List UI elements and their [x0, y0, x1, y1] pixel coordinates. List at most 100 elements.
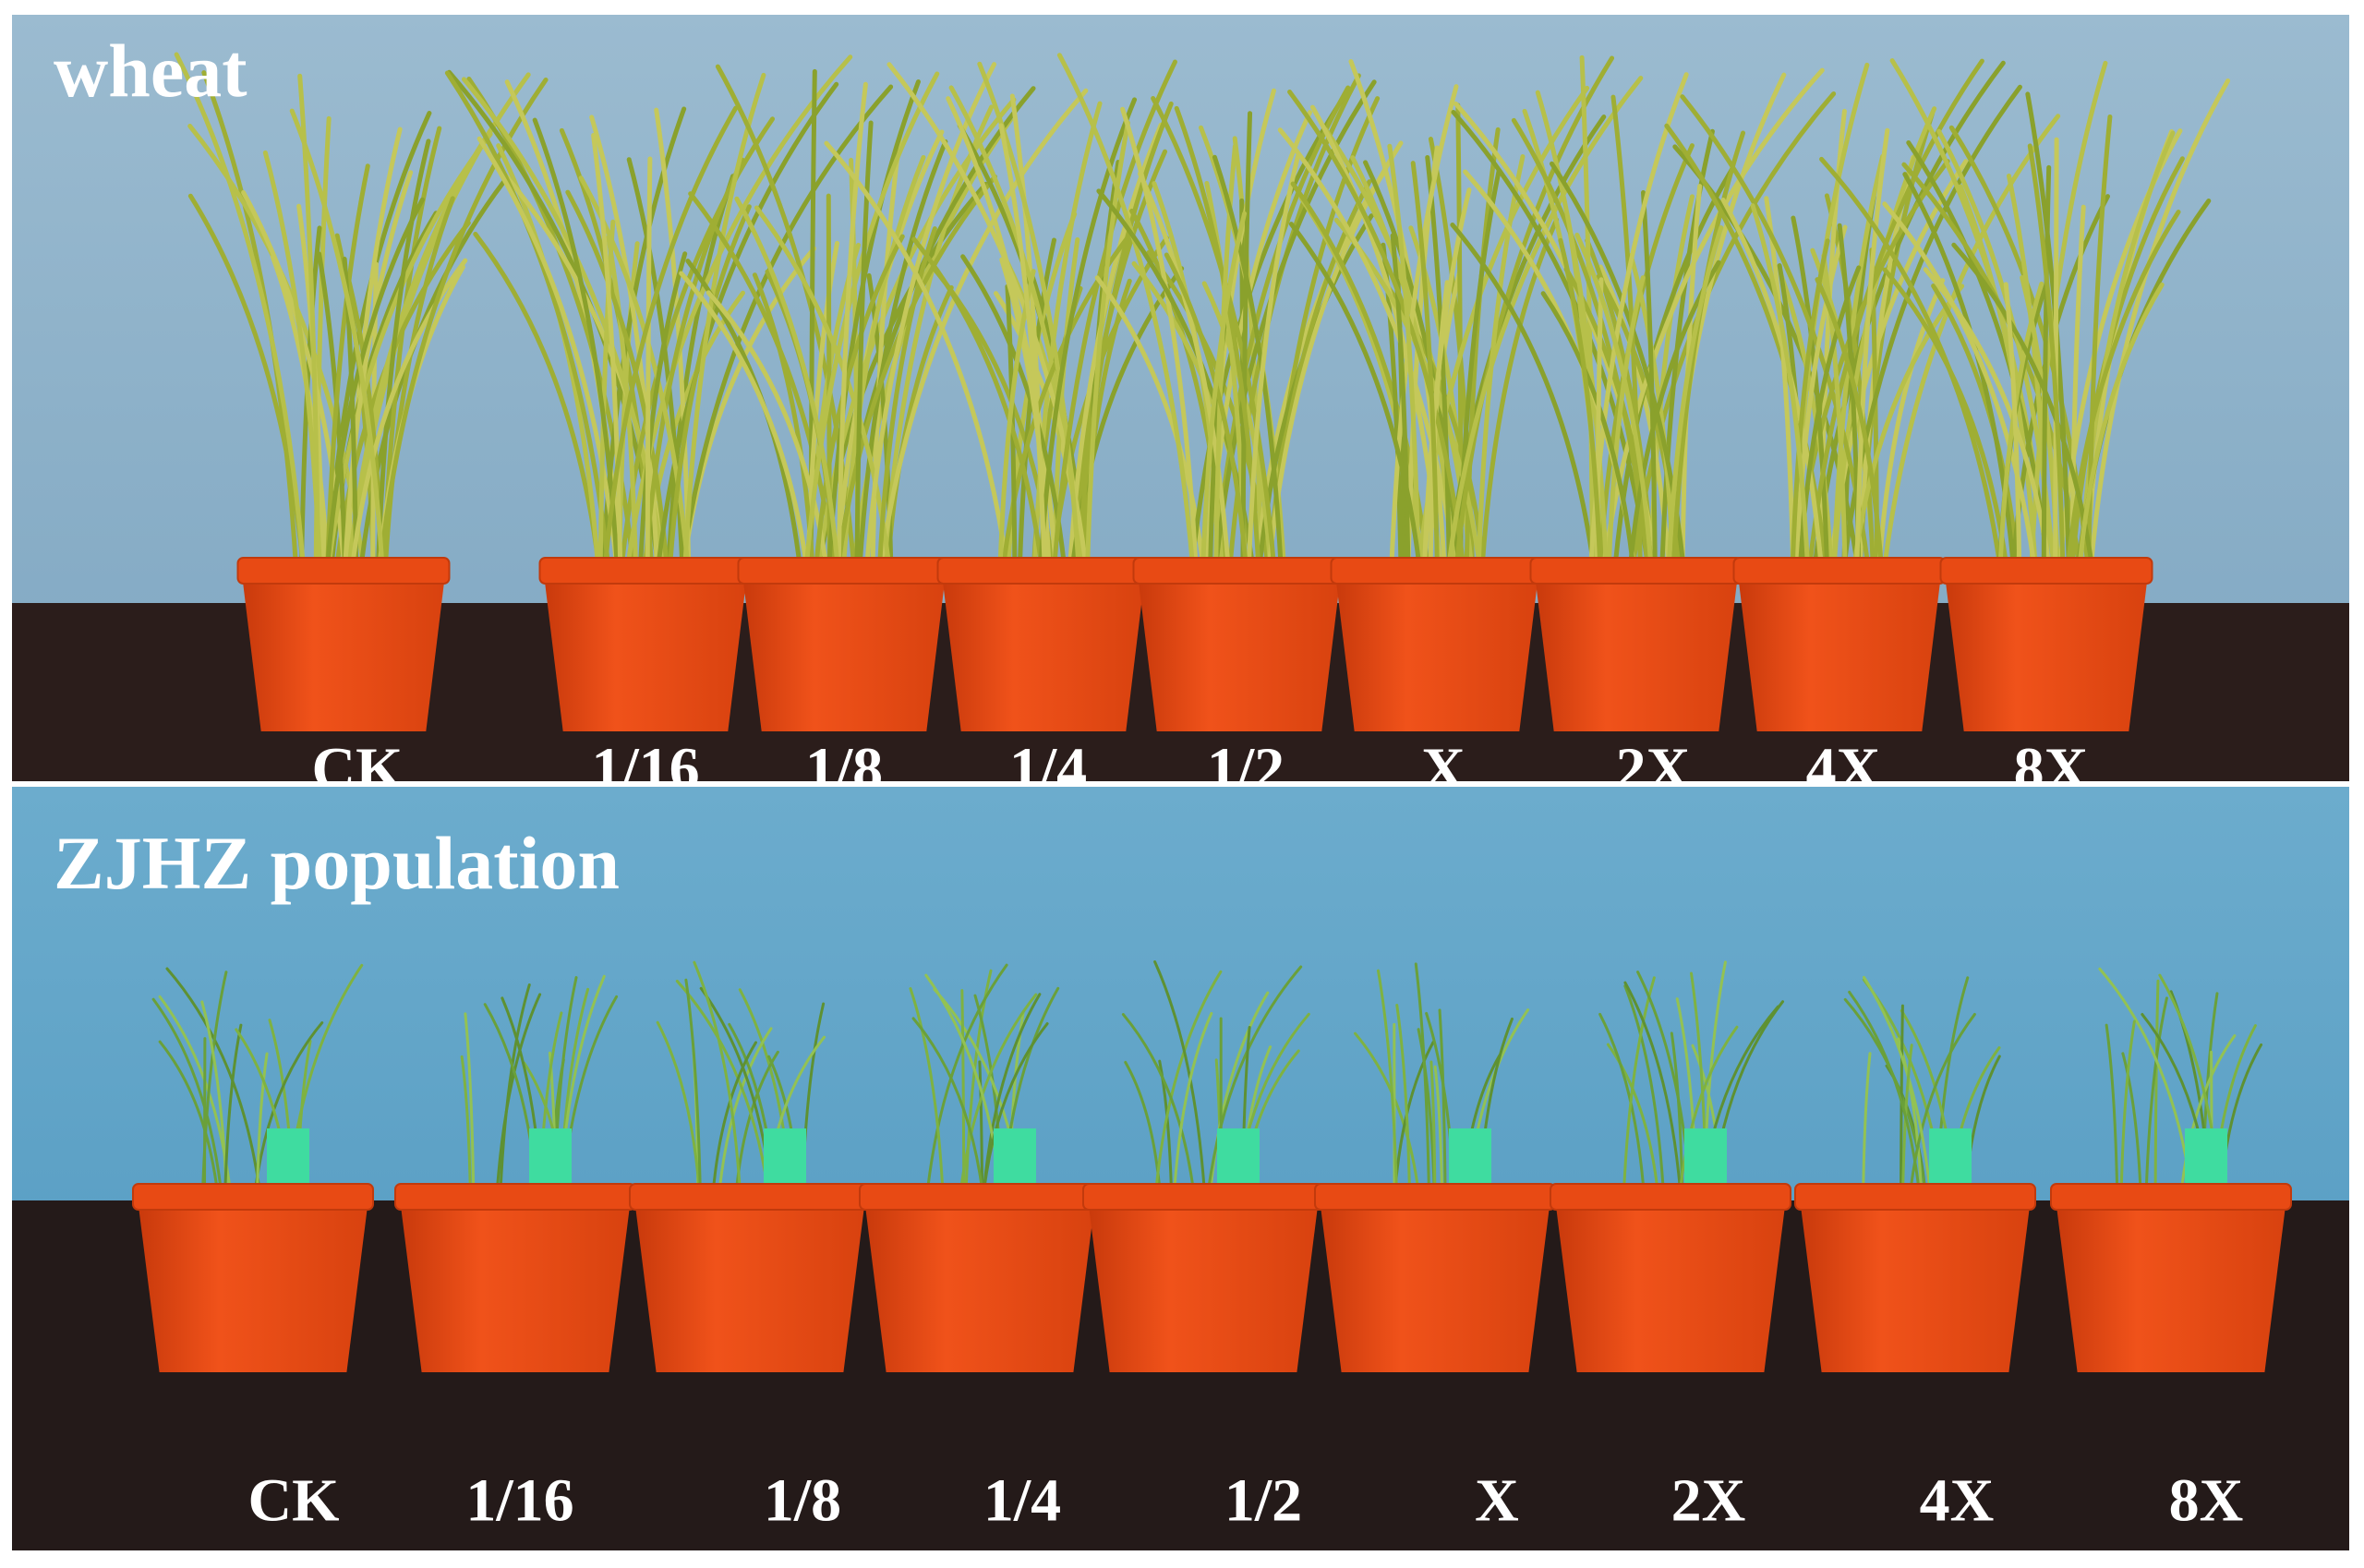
pot-body [2056, 1210, 2286, 1372]
leaf [1862, 1052, 1872, 1195]
leaf [597, 219, 616, 570]
leaf [1876, 278, 1946, 570]
leaf [1540, 291, 1635, 570]
pot-rim [538, 557, 753, 585]
treatment-label: 1/4 [983, 1466, 1061, 1534]
pot-body [1336, 584, 1538, 731]
pot-plant [1664, 58, 2061, 731]
leaf [1056, 53, 1196, 570]
leaf [1664, 123, 1829, 570]
pot-rim [1082, 1183, 1324, 1211]
leaf [645, 156, 653, 570]
leaf [2121, 1052, 2142, 1195]
leaf [959, 993, 1038, 1195]
leaf [1623, 981, 1683, 1195]
leaf [1429, 1060, 1437, 1195]
leaf [1453, 55, 1615, 570]
leaf [151, 997, 223, 1195]
leaf [684, 978, 702, 1195]
leaf [460, 1055, 472, 1195]
leaf [1900, 1004, 1904, 1195]
leaf [998, 123, 1047, 570]
leaf [256, 1052, 269, 1195]
leaf [1151, 96, 1277, 570]
pot-rim [236, 557, 451, 585]
leaf [444, 70, 611, 570]
pot-rim [1330, 557, 1544, 585]
leaf [1288, 222, 1422, 570]
leaf [2003, 282, 2022, 570]
leaf [2119, 1019, 2136, 1195]
leaf [1206, 965, 1303, 1195]
leaf [343, 170, 414, 570]
leaf [656, 1020, 702, 1195]
pot-plant [1314, 962, 1556, 1372]
pot-rim [394, 1183, 636, 1211]
leaf [1120, 106, 1199, 570]
leaf [1812, 60, 2006, 570]
leaf [2144, 996, 2168, 1195]
pot-rim [936, 557, 1151, 585]
treatment-label: 1/2 [1224, 1466, 1302, 1534]
leaf [1815, 277, 1884, 570]
treatment-label: 1/8 [764, 1466, 841, 1534]
leaf [909, 987, 945, 1195]
pot-body [401, 1210, 630, 1372]
leaf [814, 234, 905, 570]
leaf [2065, 210, 2181, 570]
pot-plant [1056, 53, 1404, 731]
leaf [982, 1022, 1049, 1195]
leaf [1200, 211, 1248, 570]
pot-rim [1794, 1183, 2036, 1211]
pot-rim [132, 1183, 374, 1211]
leaf [1623, 984, 1665, 1195]
leaf [1410, 161, 1440, 570]
leaf [2077, 282, 2165, 570]
pot-plant [394, 974, 636, 1372]
leaf [1851, 283, 1965, 570]
pot-plant [1794, 975, 2036, 1372]
leaf [476, 136, 620, 570]
leaf [1446, 76, 1644, 570]
pot-plant [859, 963, 1101, 1372]
treatment-label: 8X [2169, 1466, 2244, 1534]
pot-body [243, 584, 444, 731]
leaf [174, 52, 307, 570]
leaf [591, 133, 623, 570]
leaf [1678, 1025, 1739, 1195]
pot-rim [1529, 557, 1743, 585]
pot-rim [859, 1183, 1101, 1211]
leaf [565, 189, 669, 570]
leaf [667, 204, 752, 570]
pot-body [1089, 1210, 1318, 1372]
leaf [1598, 1012, 1646, 1195]
leaf [2105, 1023, 2119, 1195]
leaf [1052, 59, 1177, 570]
leaf [1354, 1031, 1420, 1195]
leaf [602, 105, 739, 570]
leaf [2053, 137, 2059, 570]
leaf [158, 1040, 220, 1195]
pot-body [1536, 584, 1737, 731]
leaf [378, 77, 549, 570]
leaf [836, 174, 997, 570]
leaf [1558, 237, 1603, 570]
leaf [1438, 1008, 1447, 1195]
leaf [679, 84, 894, 570]
pot-body [743, 584, 945, 731]
pot-plant [679, 62, 1089, 731]
treatment-label: X [1475, 1466, 1519, 1534]
leaf [1863, 975, 1932, 1195]
pot-plant [132, 963, 374, 1372]
pot-rim [737, 557, 951, 585]
leaf [223, 1023, 243, 1195]
leaf [2041, 164, 2052, 570]
leaf [1790, 238, 1830, 570]
pot-body [1946, 584, 2147, 731]
leaf [1389, 84, 1459, 570]
leaf [878, 88, 1089, 570]
treatment-label: CK [248, 1466, 340, 1534]
leaf [1951, 242, 2095, 570]
